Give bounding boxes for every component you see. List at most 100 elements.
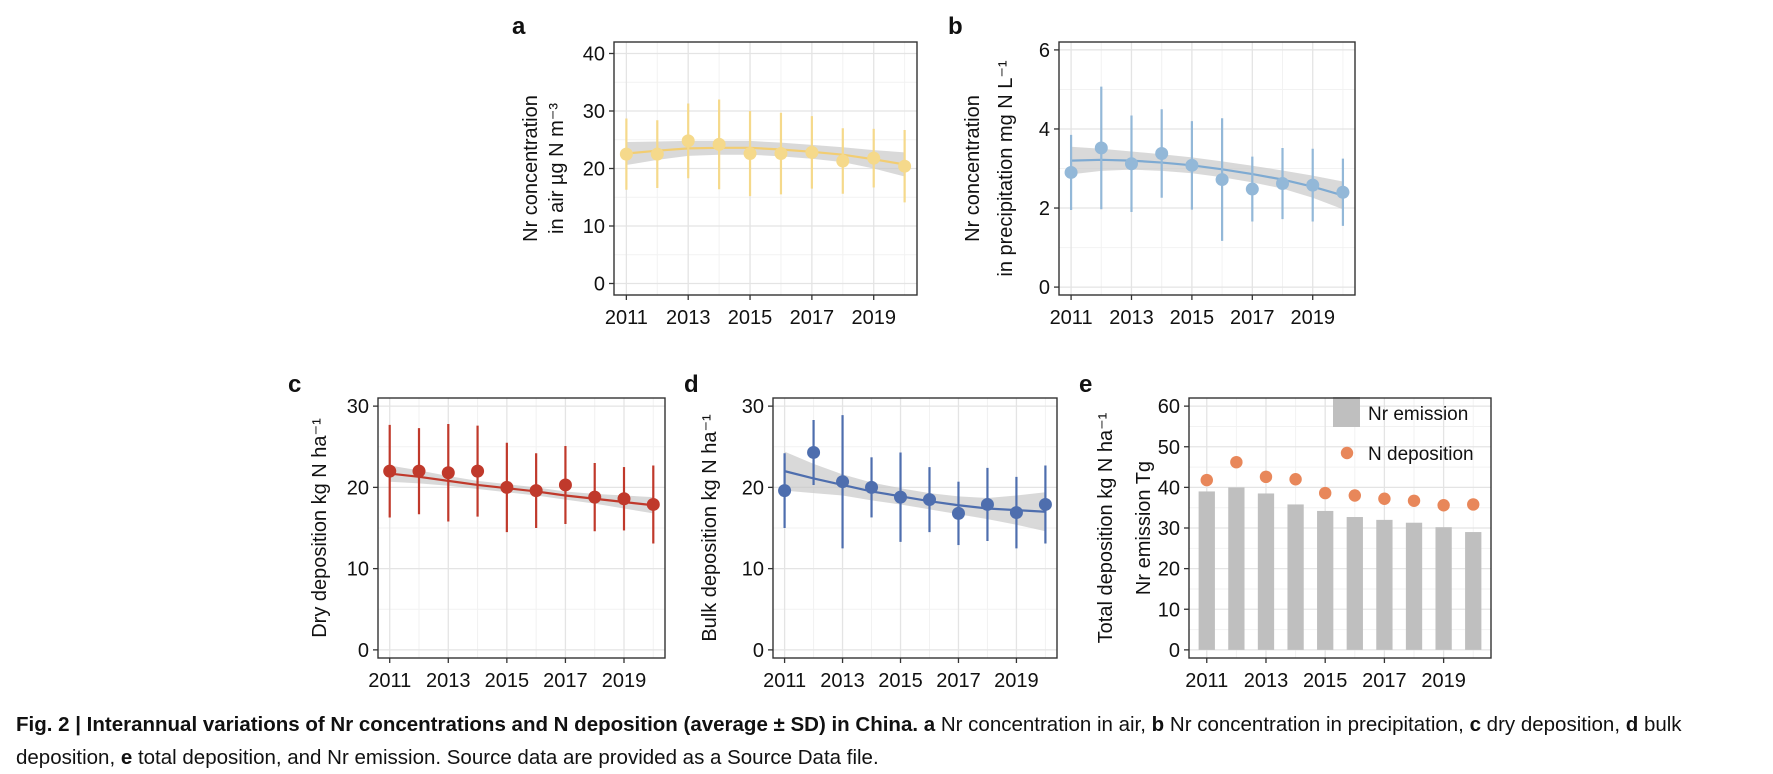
data-point	[743, 147, 757, 161]
legend-key-nr-emission	[1333, 397, 1360, 427]
data-point	[1185, 158, 1199, 172]
plot-frame	[1058, 41, 1356, 296]
x-tick-label: 2019	[1290, 307, 1335, 329]
trend-line	[1071, 158, 1344, 197]
y-tick-label: 10	[1158, 599, 1180, 621]
y-tick-label: 10	[583, 216, 605, 238]
y-tick-label: 40	[1158, 477, 1180, 499]
y-axis-title: Dry deposition kg N ha⁻¹	[309, 418, 331, 638]
legend-label-nr-emission: Nr emission	[1368, 404, 1468, 425]
emission-bar	[1287, 504, 1304, 650]
y-tick-label: 20	[583, 159, 605, 181]
data-point	[774, 147, 788, 161]
data-point	[646, 497, 660, 511]
x-tick-label: 2015	[1170, 307, 1215, 329]
x-tick-label: 2015	[1303, 670, 1348, 692]
data-point	[980, 497, 994, 511]
x-tick-label: 2011	[1050, 307, 1093, 329]
y-tick-label: 2	[1039, 198, 1050, 220]
y-tick-label: 0	[358, 640, 369, 662]
data-point	[894, 490, 908, 504]
caption-text-c: dry deposition,	[1480, 713, 1626, 736]
plot-frame	[377, 397, 666, 659]
data-point	[1306, 178, 1320, 192]
x-tick-label: 2019	[994, 670, 1039, 692]
data-point	[898, 159, 912, 173]
x-tick-label: 2019	[1421, 670, 1466, 692]
data-point	[558, 478, 572, 492]
data-point	[1155, 146, 1169, 160]
panel-e: e Nr emission N deposition 0 10 20 30 40 50 60 201…	[1079, 371, 1492, 692]
confidence-band	[1071, 146, 1343, 210]
deposition-point	[1348, 489, 1362, 502]
x-tick-label: 2011	[368, 670, 411, 692]
x-tick-label: 2017	[790, 307, 835, 329]
y-tick-label: 0	[1169, 640, 1180, 662]
data-point	[500, 480, 514, 494]
trend-line	[626, 146, 905, 166]
x-tick-label: 2013	[820, 670, 865, 692]
x-tick-label: 2015	[728, 307, 773, 329]
caption-key-e: e	[120, 746, 133, 769]
panel-label-c: c	[288, 371, 301, 398]
data-point	[1336, 185, 1350, 199]
emission-bar	[1346, 517, 1363, 650]
y-axis-title: Bulk deposition kg N ha⁻¹	[699, 414, 721, 642]
data-point	[836, 475, 850, 489]
data-point	[867, 151, 881, 165]
x-tick-label: 2017	[1230, 307, 1275, 329]
data-point	[681, 134, 695, 148]
y-tick-label: 0	[594, 274, 605, 296]
data-point	[807, 445, 821, 459]
emission-bar	[1198, 491, 1215, 650]
panel-label-a: a	[512, 13, 526, 40]
caption-key-d: d	[1625, 713, 1639, 736]
x-tick-label: 2019	[851, 307, 896, 329]
trend-line	[784, 470, 1046, 513]
caption-text-e: total deposition, and Nr emission. Sourc…	[132, 746, 879, 769]
y-tick-label: 10	[347, 559, 369, 581]
x-tick-label: 2013	[666, 307, 711, 329]
data-point	[529, 484, 543, 498]
legend-key-n-deposition	[1340, 446, 1354, 460]
y-tick-label: 60	[1158, 396, 1180, 418]
x-tick-label: 2015	[485, 670, 530, 692]
panel-label-d: d	[684, 371, 699, 398]
y-tick-label: 20	[1158, 559, 1180, 581]
y-axis-title: Nr concentration	[520, 95, 542, 242]
y-tick-label: 20	[742, 477, 764, 499]
caption-key-b: b	[1151, 713, 1165, 736]
emission-bar	[1405, 522, 1423, 650]
legend: Nr emission N deposition	[1333, 397, 1474, 465]
plot-frame	[772, 397, 1058, 659]
data-point	[441, 466, 455, 480]
caption-key-c: c	[1469, 713, 1481, 736]
figure-caption: Fig. 2 | Interannual variations of Nr co…	[16, 708, 1761, 774]
data-point	[619, 147, 633, 161]
y-tick-label: 30	[742, 396, 764, 418]
deposition-point	[1259, 470, 1273, 484]
panel-label-b: b	[948, 13, 963, 40]
emission-bar	[1317, 510, 1334, 650]
confidence-band	[784, 451, 1046, 532]
y-tick-label: 6	[1039, 40, 1050, 62]
x-tick-label: 2017	[936, 670, 981, 692]
confidence-band	[626, 140, 905, 177]
data-point	[650, 147, 664, 161]
deposition-point	[1467, 498, 1480, 511]
data-point	[1245, 182, 1259, 196]
data-point	[836, 154, 850, 168]
trend-line	[389, 472, 654, 507]
y-axis-title: in air µg N m⁻³	[546, 103, 568, 234]
y-tick-label: 30	[1158, 518, 1180, 540]
emission-bar	[1257, 493, 1275, 650]
y-tick-label: 40	[583, 44, 605, 66]
data-point	[922, 493, 936, 507]
data-point	[1094, 141, 1108, 155]
y-axis-title: Total deposition kg N ha⁻¹	[1095, 412, 1117, 643]
deposition-point	[1437, 499, 1450, 512]
deposition-point	[1407, 494, 1421, 507]
x-tick-label: 2017	[1362, 670, 1407, 692]
data-point	[1064, 165, 1078, 179]
data-point	[865, 480, 879, 494]
